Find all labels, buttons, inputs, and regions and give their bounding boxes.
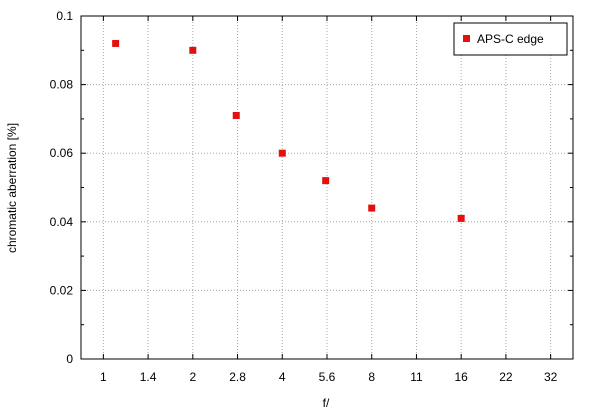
data-point [112, 39, 120, 47]
x-tick-label: 11 [410, 370, 423, 384]
data-point [278, 149, 286, 157]
data-points [112, 39, 465, 222]
y-axis-label: chromatic aberration [%] [5, 123, 19, 253]
x-tick-label: 5.6 [319, 370, 336, 384]
legend-marker [463, 35, 470, 42]
x-tick-label: 1 [100, 370, 107, 384]
grid [81, 15, 573, 359]
data-point [368, 204, 376, 212]
x-tick-label: 1.4 [140, 370, 157, 384]
plot-frame [80, 15, 574, 360]
y-tick-label: 0.02 [50, 283, 74, 297]
data-point [232, 111, 240, 119]
data-point [322, 177, 330, 185]
x-tick-label: 4 [279, 370, 286, 384]
x-tick-label: 2.8 [229, 370, 246, 384]
y-tick-label: 0.1 [56, 9, 73, 23]
x-axis-label: f/ [323, 396, 330, 410]
y-tick-label: 0 [66, 352, 73, 366]
tick-labels: 0 0.02 0.04 0.06 0.08 0.1 1 1.4 2 2.8 4 5.6 8 11 16 22 3… [50, 9, 558, 384]
y-tick-label: 0.04 [50, 215, 74, 229]
x-tick-label: 8 [368, 370, 375, 384]
legend-label: APS-C edge [477, 32, 544, 46]
axes [80, 15, 574, 360]
x-tick-label: 2 [189, 370, 196, 384]
x-tick-label: 22 [499, 370, 513, 384]
data-point [189, 46, 197, 54]
x-tick-label: 32 [544, 370, 558, 384]
legend: APS-C edge [453, 22, 568, 56]
data-point [457, 214, 465, 222]
legend-box [453, 22, 568, 56]
x-tick-label: 16 [455, 370, 469, 384]
y-tick-label: 0.08 [50, 78, 74, 92]
y-tick-label: 0.06 [50, 146, 74, 160]
